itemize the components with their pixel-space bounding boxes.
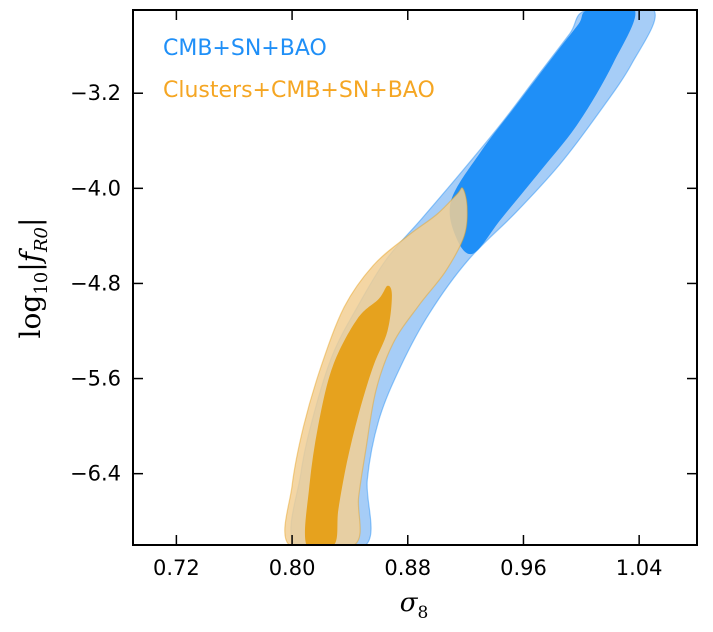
clusters-cmb-sn-bao-contour-68 <box>304 285 392 545</box>
legend: CMB+SN+BAO Clusters+CMB+SN+BAO <box>163 36 435 103</box>
x-tick-label: 0.80 <box>269 556 316 580</box>
y-axis-title: log10|fR0| <box>14 218 52 339</box>
y-tick-label: −5.6 <box>70 367 121 391</box>
legend-entry-cmb-sn-bao: CMB+SN+BAO <box>163 36 327 61</box>
plot-frame <box>132 9 698 546</box>
y-tick-label: −3.2 <box>70 81 121 105</box>
legend-entry-clusters-cmb-sn-bao: Clusters+CMB+SN+BAO <box>163 78 435 103</box>
y-axis-title-close: | <box>14 218 47 227</box>
y-tick-label: −6.4 <box>70 462 121 486</box>
y-axis-ticks: −3.2 −4.0 −4.8 −5.6 −6.4 <box>70 81 697 486</box>
svg-text:σ8: σ8 <box>400 588 429 623</box>
y-axis-title-log-subscript: 10 <box>31 272 52 295</box>
y-tick-label: −4.0 <box>70 176 121 200</box>
plot-area <box>284 10 656 545</box>
x-tick-label: 0.96 <box>500 556 547 580</box>
cmb-sn-bao-contour-68 <box>449 10 636 255</box>
y-axis-title-log: log <box>14 295 47 339</box>
x-axis-title: σ8 <box>400 588 429 623</box>
x-tick-label: 0.72 <box>153 556 200 580</box>
svg-text:log10|fR0|: log10|fR0| <box>14 218 52 339</box>
x-axis-title-symbol: σ <box>400 588 419 618</box>
y-axis-title-variable-subscript: R0 <box>31 227 52 253</box>
x-axis-title-subscript: 8 <box>417 603 428 623</box>
series-clusters-cmb-sn-bao <box>284 187 468 545</box>
x-axis-ticks: 0.72 0.80 0.88 0.96 1.04 <box>153 10 663 580</box>
x-tick-label: 0.88 <box>384 556 431 580</box>
x-tick-label: 1.04 <box>616 556 663 580</box>
y-tick-label: −4.8 <box>70 271 121 295</box>
